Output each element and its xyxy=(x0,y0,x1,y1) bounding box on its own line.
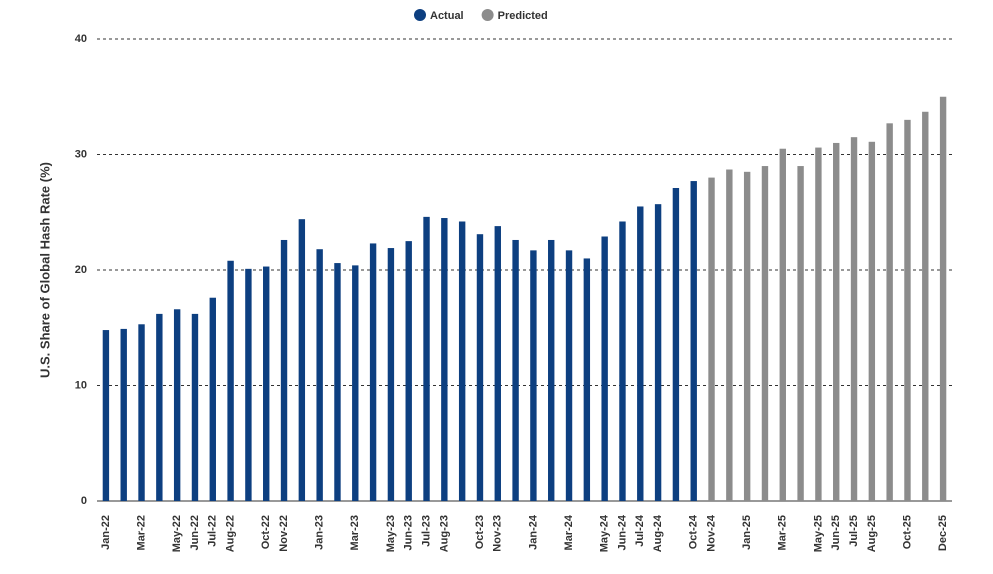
bar xyxy=(708,177,715,501)
x-tick-label: Jun-24 xyxy=(616,514,628,550)
x-tick-label: Aug-25 xyxy=(866,515,878,552)
bar xyxy=(191,313,199,501)
bar xyxy=(619,221,626,502)
x-tick-label: Jan-23 xyxy=(314,515,326,550)
y-axis-title: U.S. Share of Global Hash Rate (%) xyxy=(37,162,52,378)
bar xyxy=(654,204,662,502)
bar xyxy=(494,226,501,502)
legend-swatch xyxy=(481,9,494,21)
y-tick-label: 30 xyxy=(75,148,87,160)
bar xyxy=(690,181,697,501)
x-tick-label: Jan-22 xyxy=(100,515,112,550)
x-tick-label: Oct-22 xyxy=(260,515,272,549)
y-tick-label: 10 xyxy=(75,379,87,391)
x-tick-label: Jun-23 xyxy=(403,515,415,550)
x-tick-label: Jul-24 xyxy=(634,514,646,547)
bar xyxy=(743,171,751,501)
bar xyxy=(423,216,430,501)
x-tick-label: May-22 xyxy=(171,515,183,552)
bar xyxy=(779,148,786,501)
x-tick-label: Jul-25 xyxy=(848,515,860,547)
x-tick-label: Mar-22 xyxy=(135,515,147,550)
bar xyxy=(939,96,947,501)
bar xyxy=(565,250,573,501)
bar xyxy=(298,219,306,501)
bar xyxy=(833,142,840,501)
legend-label: Predicted xyxy=(498,10,548,22)
bar xyxy=(637,206,644,501)
bar xyxy=(280,239,288,501)
bar xyxy=(316,249,323,501)
x-tick-label: Jan-25 xyxy=(741,515,753,550)
x-tick-label: Aug-23 xyxy=(438,515,450,552)
bar xyxy=(904,119,911,501)
x-tick-label: Mar-23 xyxy=(349,515,361,550)
bar xyxy=(512,239,519,501)
bar xyxy=(548,239,555,501)
y-tick-label: 20 xyxy=(75,264,87,276)
x-tick-label: Oct-23 xyxy=(474,515,486,549)
x-tick-label: Dec-25 xyxy=(937,515,949,551)
x-tick-label: Jul-23 xyxy=(420,515,432,547)
bar xyxy=(173,309,181,501)
bar xyxy=(886,123,893,501)
bar xyxy=(138,324,145,501)
bar xyxy=(797,166,804,502)
bar xyxy=(672,187,680,501)
legend-swatch xyxy=(414,9,426,21)
bar xyxy=(868,141,876,502)
bar xyxy=(369,243,377,501)
x-tick-label: Nov-23 xyxy=(492,515,504,552)
bar xyxy=(922,111,929,501)
x-tick-label: Aug-24 xyxy=(652,514,664,552)
bar xyxy=(352,265,359,501)
x-tick-label: Jun-25 xyxy=(830,515,842,550)
bar xyxy=(815,147,822,501)
bar xyxy=(102,330,110,501)
bar xyxy=(245,268,252,501)
x-tick-label: Aug-22 xyxy=(225,515,237,552)
x-tick-label: May-25 xyxy=(812,515,824,552)
x-tick-label: Jul-22 xyxy=(207,515,219,547)
legend-label: Actual xyxy=(430,10,464,22)
y-tick-label: 0 xyxy=(81,495,87,507)
bar xyxy=(263,266,270,501)
bar xyxy=(387,248,395,501)
x-tick-label: Mar-24 xyxy=(563,514,575,550)
x-tick-label: Mar-25 xyxy=(777,515,789,550)
x-tick-label: Oct-24 xyxy=(688,514,700,549)
bar xyxy=(458,221,466,502)
x-tick-label: Nov-24 xyxy=(705,514,717,552)
x-tick-label: Jan-24 xyxy=(527,514,539,550)
bar xyxy=(156,313,163,501)
bar xyxy=(726,169,733,501)
x-tick-label: Oct-25 xyxy=(901,515,913,549)
bar xyxy=(405,241,412,501)
bar xyxy=(476,234,484,501)
bar xyxy=(227,260,234,501)
y-tick-label: 40 xyxy=(75,33,87,45)
bar xyxy=(334,263,341,501)
bar xyxy=(530,250,537,501)
bar xyxy=(761,166,769,502)
x-tick-label: Nov-22 xyxy=(278,515,290,552)
bar xyxy=(209,297,216,501)
bar xyxy=(120,328,127,501)
bar xyxy=(850,137,858,502)
x-tick-label: May-24 xyxy=(599,514,611,552)
bar xyxy=(583,258,591,501)
x-tick-label: May-23 xyxy=(385,515,397,552)
x-tick-label: Jun-22 xyxy=(189,515,201,550)
bar xyxy=(601,236,608,501)
bar xyxy=(441,218,448,501)
